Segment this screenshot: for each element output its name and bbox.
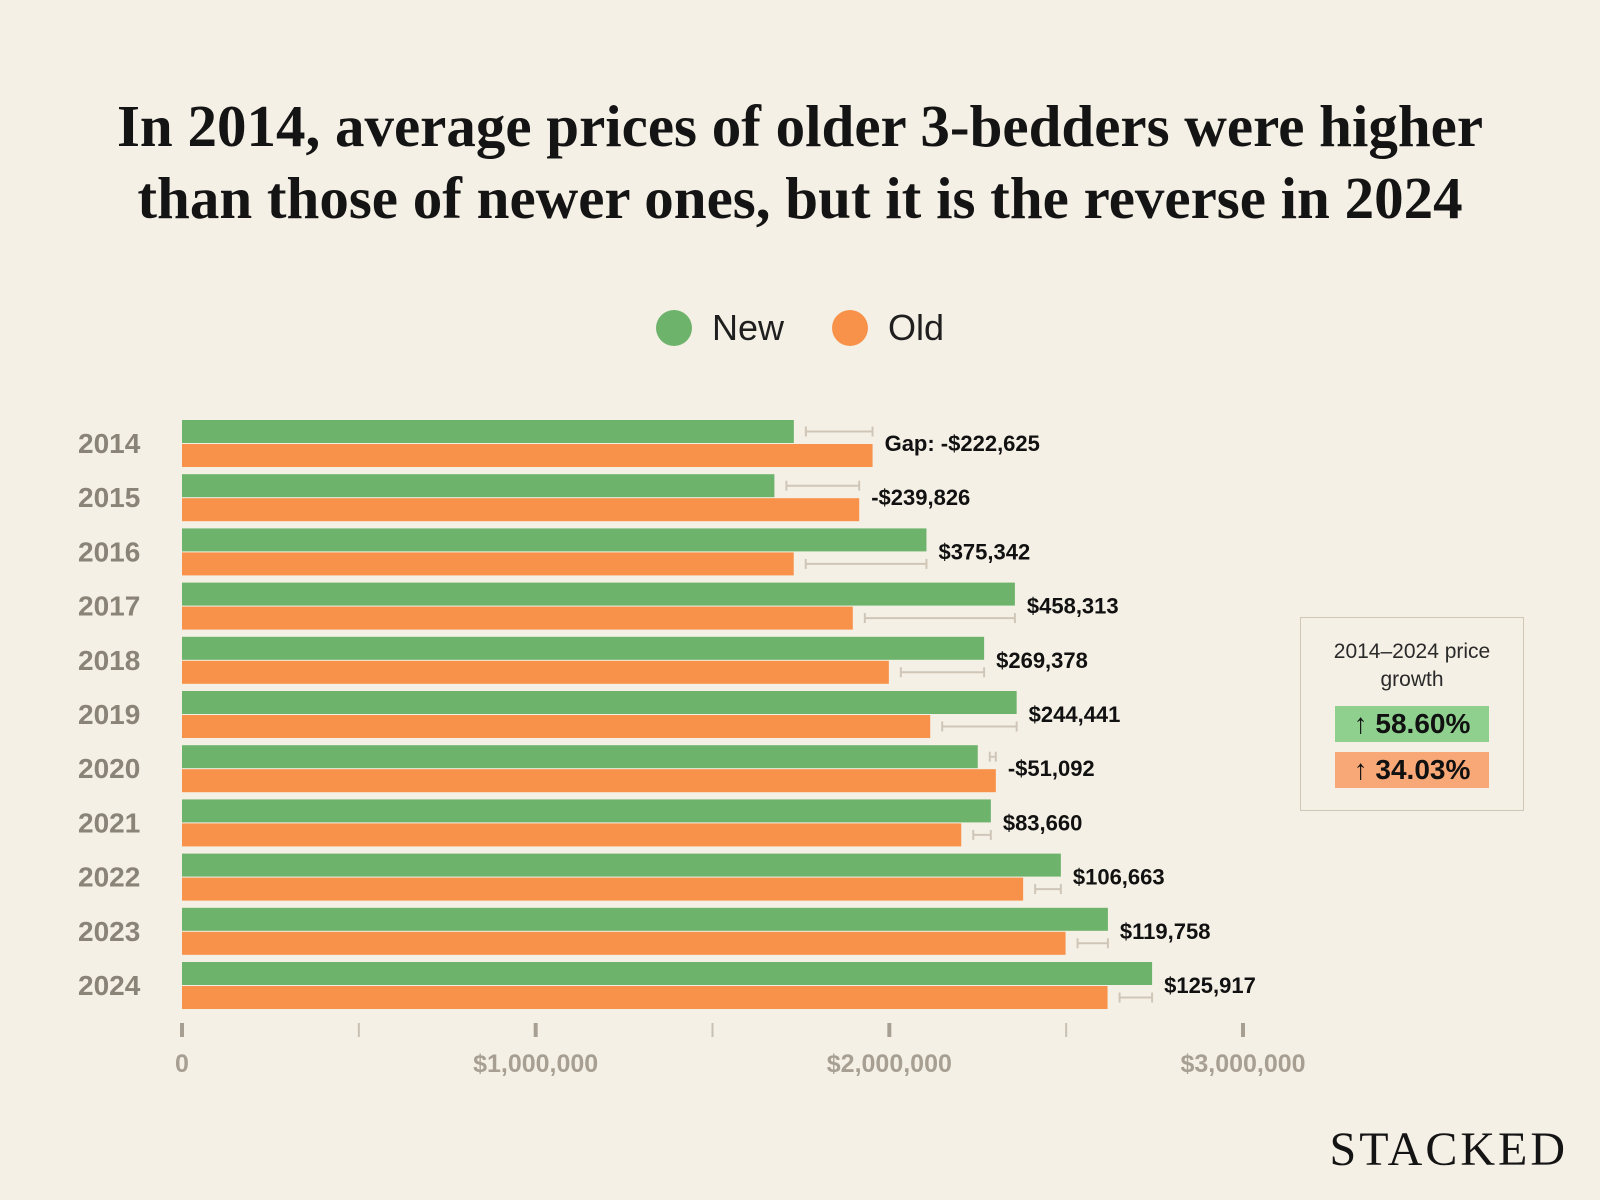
gap-label: $83,660 bbox=[1003, 810, 1083, 835]
bar-new bbox=[182, 745, 978, 769]
year-label: 2020 bbox=[78, 753, 140, 784]
bar-new bbox=[182, 907, 1108, 931]
year-label: 2016 bbox=[78, 536, 140, 567]
bar-old bbox=[182, 660, 889, 684]
bar-old bbox=[182, 606, 853, 630]
bar-new bbox=[182, 691, 1017, 714]
growth-title: 2014–2024 price growth bbox=[1333, 640, 1491, 691]
bar-old bbox=[182, 552, 794, 576]
bar-new bbox=[182, 528, 927, 552]
bar-new bbox=[182, 582, 1015, 606]
tick-label: $1,000,000 bbox=[473, 1050, 598, 1078]
legend: New Old bbox=[0, 303, 1600, 353]
growth-badge-new: ↑ 58.60% bbox=[1335, 706, 1489, 742]
growth-box: 2014–2024 price growth ↑ 58.60% ↑ 34.03% bbox=[1300, 617, 1524, 811]
bar-new bbox=[182, 420, 794, 443]
bar-new bbox=[182, 474, 775, 498]
legend-item-old: Old bbox=[832, 307, 944, 349]
gap-label: -$51,092 bbox=[1008, 756, 1095, 781]
gap-label: $119,758 bbox=[1120, 919, 1211, 944]
year-label: 2019 bbox=[78, 699, 140, 730]
title-line-1: In 2014, average prices of older 3-bedde… bbox=[116, 93, 1484, 159]
legend-label-new: New bbox=[711, 307, 784, 348]
gap-label: $458,313 bbox=[1027, 594, 1119, 619]
gap-label: -$239,826 bbox=[871, 485, 970, 510]
year-label: 2021 bbox=[78, 807, 140, 838]
gap-label: $244,441 bbox=[1029, 702, 1121, 727]
bar-old bbox=[182, 715, 931, 738]
year-label: 2014 bbox=[78, 428, 141, 459]
legend-swatch-new bbox=[655, 310, 692, 346]
bar-old bbox=[182, 769, 996, 793]
growth-badge-old: ↑ 34.03% bbox=[1335, 752, 1489, 788]
tick-label: 0 bbox=[175, 1050, 189, 1078]
brand-logo: STACKED bbox=[1329, 1123, 1568, 1176]
bar-old bbox=[182, 986, 1108, 1009]
bar-new bbox=[182, 799, 991, 823]
bar-new bbox=[182, 853, 1061, 877]
tick-label: $3,000,000 bbox=[1180, 1050, 1305, 1078]
gap-label: $125,917 bbox=[1164, 973, 1256, 998]
year-label: 2023 bbox=[78, 916, 140, 947]
bar-old bbox=[182, 931, 1066, 955]
bar-old bbox=[182, 877, 1024, 901]
year-label: 2024 bbox=[78, 970, 141, 1001]
legend-label-old: Old bbox=[888, 307, 945, 348]
legend-swatch-old bbox=[832, 310, 868, 346]
year-label: 2022 bbox=[78, 862, 140, 893]
gap-label: $375,342 bbox=[938, 539, 1030, 564]
bar-new bbox=[182, 962, 1153, 985]
bar-old bbox=[182, 444, 873, 467]
year-label: 2015 bbox=[78, 482, 140, 513]
chart-title: In 2014, average prices of older 3-bedde… bbox=[40, 90, 1560, 234]
title-line-2: than those of newer ones, but it is the … bbox=[137, 165, 1463, 231]
bar-new bbox=[182, 636, 985, 660]
year-label: 2017 bbox=[78, 591, 140, 622]
gap-label: $269,378 bbox=[996, 648, 1088, 673]
bar-old bbox=[182, 498, 860, 522]
gap-label: $106,663 bbox=[1073, 865, 1165, 890]
bar-old bbox=[182, 823, 962, 847]
tick-label: $2,000,000 bbox=[827, 1050, 952, 1078]
legend-item-new: New bbox=[655, 307, 784, 349]
gap-label: Gap: -$222,625 bbox=[885, 431, 1040, 456]
year-label: 2018 bbox=[78, 645, 140, 676]
